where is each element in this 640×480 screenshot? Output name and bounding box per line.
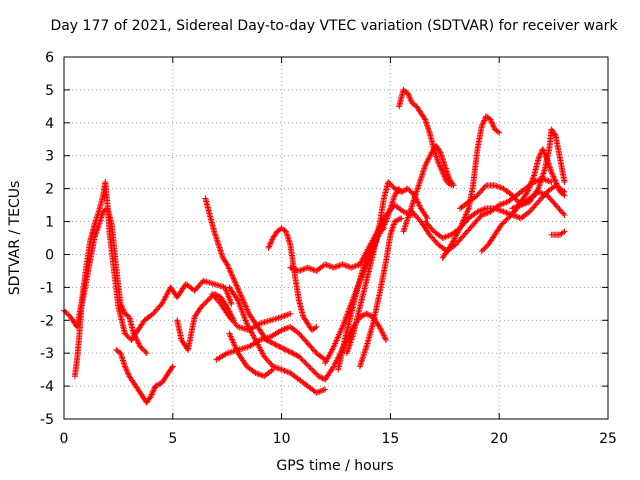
series-23-markers — [509, 188, 568, 218]
y-tick-label: 3 — [45, 149, 54, 165]
y-tick-label: -1 — [40, 280, 54, 296]
grid-lines — [64, 57, 608, 419]
x-tick-label: 10 — [273, 431, 291, 447]
series-24-markers — [548, 228, 568, 238]
series-2-markers — [71, 205, 150, 380]
series-8-markers — [226, 330, 276, 380]
x-tick-label: 0 — [60, 431, 69, 447]
plot-frame — [63, 56, 609, 420]
series-9-markers — [226, 284, 329, 396]
y-tick-label: 0 — [45, 247, 54, 263]
y-tick-label: -5 — [40, 412, 54, 428]
chart-title: Day 177 of 2021, Sidereal Day-to-day VTE… — [50, 18, 618, 34]
y-axis-label: SDTVAR / TECUs — [7, 181, 23, 296]
y-tick-label: 5 — [45, 83, 54, 99]
y-tick-label: 2 — [45, 182, 54, 198]
x-tick-label: 15 — [381, 431, 399, 447]
y-tick-label: -2 — [40, 313, 54, 329]
axis-ticks: 0 5 10 15 20 25 -5 -4 -3 -2 -1 0 1 2 3 4 5 6 — [40, 50, 617, 447]
y-tick-label: -4 — [40, 379, 54, 395]
y-tick-label: 4 — [45, 116, 54, 132]
data-marks — [61, 86, 568, 406]
x-axis-label: GPS time / hours — [276, 458, 393, 474]
series-10-markers — [265, 225, 320, 334]
series-18-markers — [409, 175, 555, 255]
series-17-markers — [400, 142, 457, 235]
x-tick-label: 25 — [599, 431, 617, 447]
series-15-markers — [356, 215, 405, 370]
x-tick-label: 20 — [490, 431, 508, 447]
y-tick-label: -3 — [40, 346, 54, 362]
series-20-markers — [439, 113, 503, 261]
y-tick-label: 1 — [45, 215, 54, 231]
series-3-markers — [113, 346, 176, 406]
y-tick-label: 6 — [45, 50, 54, 66]
x-tick-label: 5 — [168, 431, 177, 447]
series-4-markers — [174, 290, 237, 353]
